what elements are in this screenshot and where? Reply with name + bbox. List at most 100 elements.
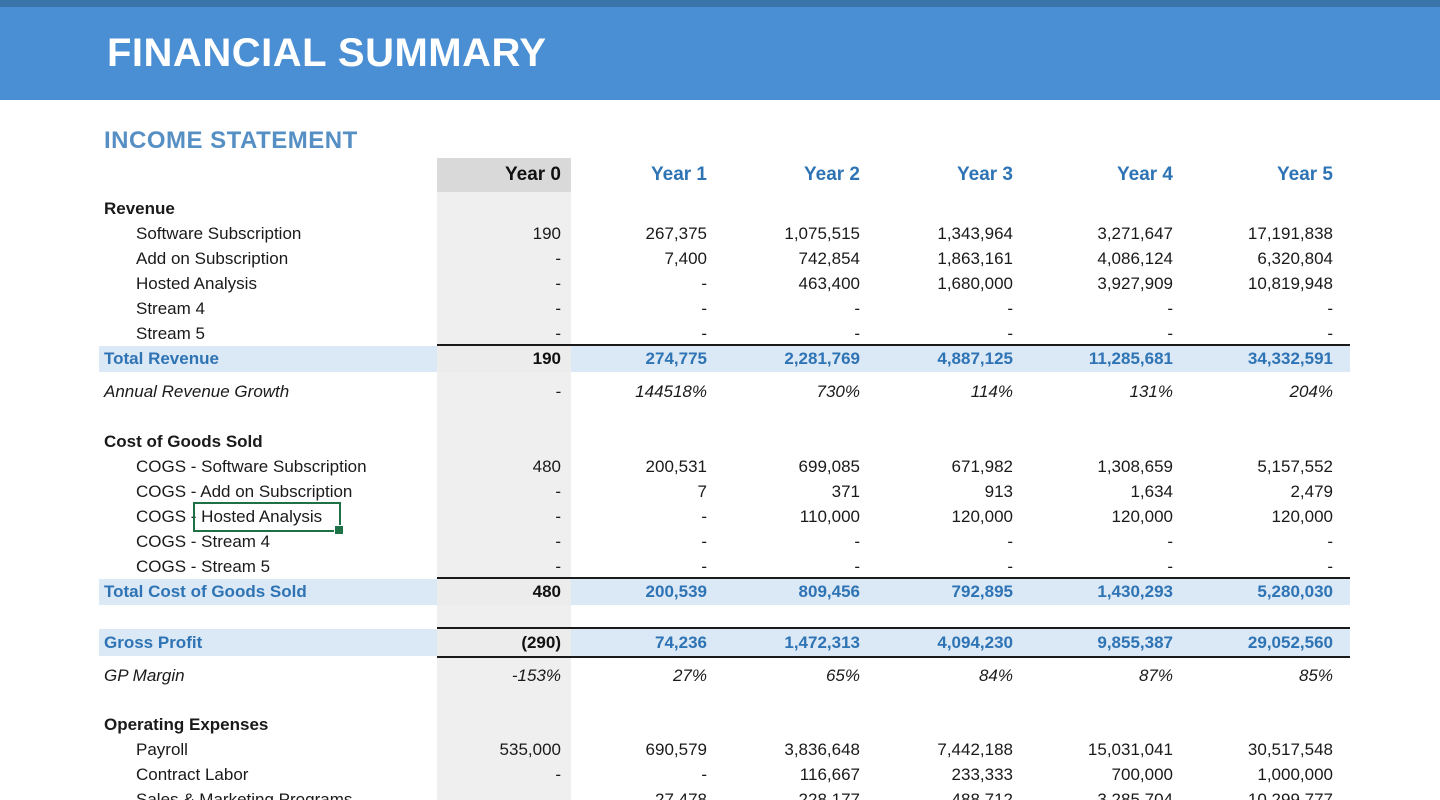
value-cell[interactable]: 488,712 — [951, 789, 1013, 800]
value-cell[interactable]: 3,285,704 — [1097, 789, 1173, 800]
value-cell[interactable]: 110,000 — [799, 506, 860, 526]
value-cell[interactable]: - — [1167, 323, 1173, 343]
value-cell[interactable]: 200,531 — [645, 456, 707, 476]
value-cell[interactable]: 742,854 — [798, 248, 860, 268]
value-cell[interactable]: - — [555, 273, 561, 293]
value-cell[interactable]: - — [1007, 298, 1013, 318]
value-cell[interactable]: 792,895 — [951, 582, 1013, 601]
value-cell[interactable]: - — [555, 481, 561, 501]
value-cell[interactable]: - — [555, 531, 561, 551]
value-cell[interactable]: - — [555, 764, 561, 784]
row-label[interactable]: Total Revenue — [104, 349, 219, 368]
value-cell[interactable]: 200,539 — [645, 582, 707, 601]
value-cell[interactable]: 11,285,681 — [1088, 349, 1173, 368]
value-cell[interactable]: 4,094,230 — [937, 632, 1013, 652]
value-cell[interactable]: - — [1007, 323, 1013, 343]
cell-selection[interactable] — [193, 502, 344, 535]
row-label[interactable]: Total Cost of Goods Sold — [104, 582, 307, 601]
value-cell[interactable]: 1,075,515 — [784, 223, 860, 243]
value-cell[interactable]: 699,085 — [798, 456, 860, 476]
value-cell[interactable]: 690,579 — [645, 739, 707, 759]
value-cell[interactable]: - — [854, 556, 860, 576]
value-cell[interactable]: 1,472,313 — [784, 632, 860, 652]
selection-fill-handle[interactable] — [334, 525, 344, 535]
value-cell[interactable]: 3,271,647 — [1097, 223, 1173, 243]
value-cell[interactable]: 7 — [697, 481, 707, 501]
value-cell[interactable]: 7,400 — [664, 248, 707, 268]
row-label[interactable]: Payroll — [136, 739, 188, 759]
value-cell[interactable]: - — [1167, 531, 1173, 551]
row-label[interactable]: Contract Labor — [136, 764, 249, 784]
value-cell[interactable]: - — [1167, 556, 1173, 576]
value-cell[interactable]: 1,863,161 — [937, 248, 1013, 268]
column-header-year5[interactable]: Year 5 — [1277, 164, 1333, 185]
value-cell[interactable]: - — [555, 323, 561, 343]
value-cell[interactable]: 700,000 — [1111, 764, 1173, 784]
row-label[interactable]: Revenue — [104, 198, 175, 218]
value-cell[interactable]: 204% — [1289, 381, 1333, 401]
value-cell[interactable]: 371 — [831, 481, 860, 501]
value-cell[interactable]: - — [555, 381, 561, 401]
value-cell[interactable]: 4,887,125 — [937, 349, 1013, 368]
value-cell[interactable]: 84% — [978, 665, 1013, 685]
value-cell[interactable]: 29,052,560 — [1247, 632, 1333, 652]
value-cell[interactable]: 671,982 — [951, 456, 1013, 476]
value-cell[interactable]: 7,442,188 — [937, 739, 1013, 759]
value-cell[interactable]: 913 — [984, 481, 1013, 501]
value-cell[interactable]: 228,177 — [798, 789, 860, 800]
row-label[interactable]: Hosted Analysis — [136, 273, 257, 293]
value-cell[interactable]: 1,308,659 — [1097, 456, 1173, 476]
value-cell[interactable]: - — [701, 298, 707, 318]
value-cell[interactable]: - — [1327, 298, 1333, 318]
value-cell[interactable]: - — [555, 298, 561, 318]
value-cell[interactable]: 9,855,387 — [1097, 632, 1173, 652]
value-cell[interactable]: 120,000 — [1271, 506, 1333, 526]
value-cell[interactable]: 120,000 — [1111, 506, 1173, 526]
value-cell[interactable]: 114% — [970, 381, 1013, 401]
value-cell[interactable]: 3,927,909 — [1097, 273, 1173, 293]
value-cell[interactable]: 274,775 — [645, 349, 707, 368]
row-label[interactable]: Operating Expenses — [104, 714, 269, 734]
value-cell[interactable]: - — [555, 556, 561, 576]
value-cell[interactable]: 190 — [532, 223, 561, 243]
value-cell[interactable]: 120,000 — [951, 506, 1013, 526]
value-cell[interactable]: - — [1007, 556, 1013, 576]
row-label[interactable]: COGS - Stream 5 — [136, 556, 271, 576]
value-cell[interactable]: (290) — [437, 629, 571, 656]
value-cell[interactable]: - — [701, 556, 707, 576]
row-label[interactable]: Annual Revenue Growth — [104, 381, 290, 401]
value-cell[interactable]: 267,375 — [645, 223, 707, 243]
row-label[interactable]: Stream 4 — [136, 298, 205, 318]
value-cell[interactable]: 233,333 — [951, 764, 1013, 784]
value-cell[interactable]: 2,281,769 — [784, 349, 860, 368]
value-cell[interactable]: 131% — [1129, 381, 1173, 401]
value-cell[interactable]: 34,332,591 — [1247, 349, 1333, 368]
value-cell[interactable]: 480 — [532, 456, 561, 476]
value-cell[interactable]: -153% — [511, 665, 561, 685]
value-cell[interactable]: - — [854, 531, 860, 551]
value-cell[interactable]: 74,236 — [655, 632, 707, 652]
row-label[interactable]: COGS - Add on Subscription — [136, 481, 353, 501]
row-label[interactable]: Gross Profit — [104, 632, 203, 652]
value-cell[interactable]: 5,157,552 — [1257, 456, 1333, 476]
value-cell[interactable]: 5,280,030 — [1257, 582, 1333, 601]
value-cell[interactable]: - — [1327, 323, 1333, 343]
value-cell[interactable]: - — [1007, 531, 1013, 551]
value-cell[interactable]: 1,343,964 — [937, 223, 1013, 243]
value-cell[interactable]: - — [854, 323, 860, 343]
value-cell[interactable] — [437, 787, 571, 800]
column-header-year2[interactable]: Year 2 — [804, 164, 860, 185]
value-cell[interactable]: 6,320,804 — [1257, 248, 1333, 268]
row-label[interactable]: Software Subscription — [136, 223, 302, 243]
value-cell[interactable]: 190 — [437, 346, 571, 372]
row-label[interactable]: COGS - Stream 4 — [136, 531, 271, 551]
value-cell[interactable]: 87% — [1138, 665, 1173, 685]
value-cell[interactable]: 27,478 — [655, 789, 707, 800]
value-cell[interactable]: 10,819,948 — [1247, 273, 1333, 293]
value-cell[interactable]: - — [1327, 556, 1333, 576]
value-cell[interactable]: 463,400 — [798, 273, 860, 293]
value-cell[interactable]: 15,031,041 — [1087, 739, 1173, 759]
column-header-year4[interactable]: Year 4 — [1117, 164, 1173, 185]
value-cell[interactable]: 809,456 — [798, 582, 860, 601]
value-cell[interactable]: 3,836,648 — [784, 739, 860, 759]
